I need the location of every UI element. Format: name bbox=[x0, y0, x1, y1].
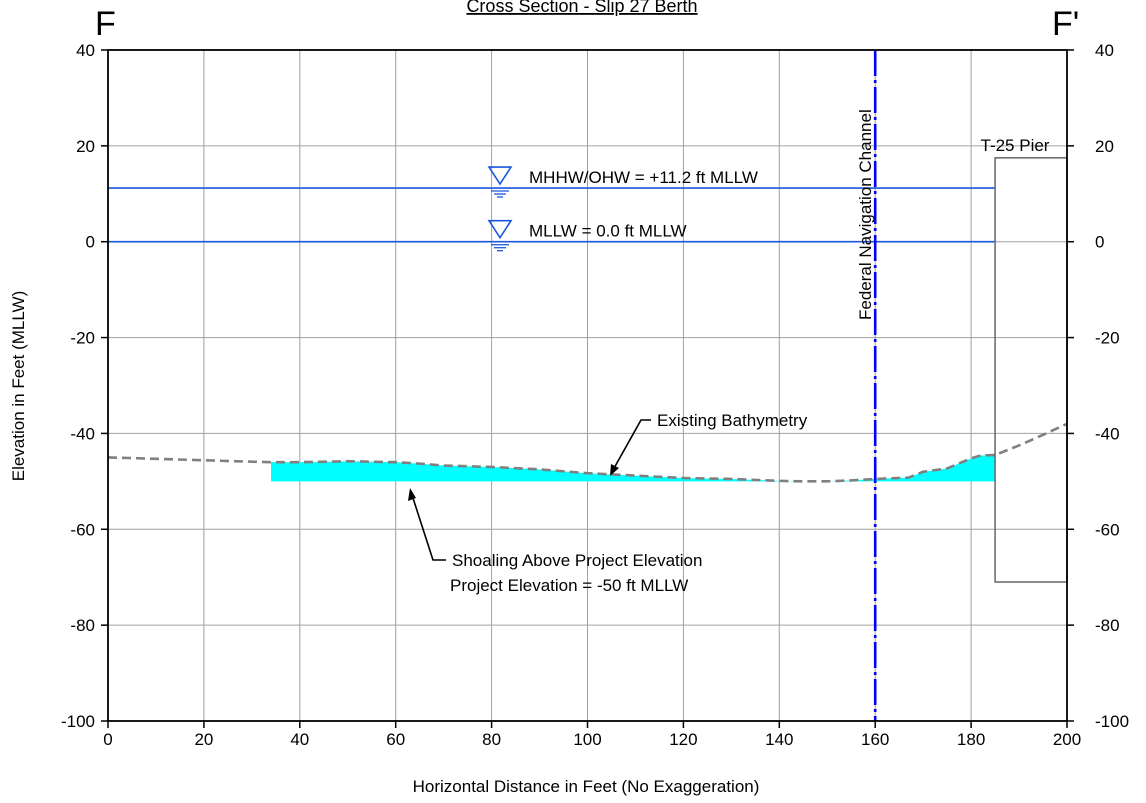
y-tick-label-left: 20 bbox=[76, 137, 95, 156]
x-tick-label: 140 bbox=[765, 730, 793, 749]
x-tick-label: 60 bbox=[386, 730, 405, 749]
y-tick-label-left: -80 bbox=[70, 616, 95, 635]
bathymetry-line bbox=[107, 422, 1068, 483]
y-tick-label-left: 40 bbox=[76, 41, 95, 60]
y-tick-label-left: -100 bbox=[61, 712, 95, 731]
navigation-channel-label: Federal Navigation Channel bbox=[856, 109, 875, 320]
bathymetry-arrowhead bbox=[610, 464, 619, 476]
section-end-label: F' bbox=[1052, 5, 1079, 43]
x-tick-label: 100 bbox=[573, 730, 601, 749]
x-tick-label: 40 bbox=[290, 730, 309, 749]
project-elevation-label: Project Elevation = -50 ft MLLW bbox=[450, 576, 688, 595]
water-levels: MHHW/OHW = +11.2 ft MLLW MLLW = 0.0 ft ML… bbox=[108, 166, 996, 252]
shoaling-arrowhead bbox=[408, 488, 416, 501]
pier-rect bbox=[994, 157, 1068, 583]
x-tick-label: 160 bbox=[861, 730, 889, 749]
shoaling-leader bbox=[411, 494, 446, 561]
x-axis-label: Horizontal Distance in Feet (No Exaggera… bbox=[413, 777, 760, 796]
x-tick-label: 180 bbox=[957, 730, 985, 749]
y-tick-label-left: 0 bbox=[86, 233, 95, 252]
annotations: Existing Bathymetry Shoaling Above Projec… bbox=[408, 411, 808, 595]
pier-label: T-25 Pier bbox=[981, 136, 1050, 155]
grid bbox=[107, 49, 1068, 722]
y-tick-label-right: 40 bbox=[1095, 41, 1114, 60]
y-tick-label-right: -60 bbox=[1095, 520, 1120, 539]
water-level-icon bbox=[487, 166, 513, 186]
chart-title: Cross Section - Slip 27 Berth bbox=[466, 0, 697, 16]
x-tick-label: 80 bbox=[482, 730, 501, 749]
y-tick-label-left: -60 bbox=[70, 520, 95, 539]
bathymetry-layer bbox=[107, 422, 1068, 483]
shoaling-area bbox=[271, 454, 996, 482]
pier-layer: T-25 Pier bbox=[981, 136, 1068, 583]
water-level-label: MHHW/OHW = +11.2 ft MLLW bbox=[529, 168, 758, 187]
navigation-channel-layer: Federal Navigation Channel bbox=[856, 50, 877, 721]
y-tick-label-left: -20 bbox=[70, 329, 95, 348]
y-tick-label-right: -20 bbox=[1095, 329, 1120, 348]
water-level-icon bbox=[487, 219, 513, 240]
y-tick-label-right: -80 bbox=[1095, 616, 1120, 635]
bathymetry-leader bbox=[612, 419, 651, 471]
x-tick-label: 0 bbox=[103, 730, 112, 749]
shoaling-label: Shoaling Above Project Elevation bbox=[452, 551, 702, 570]
bathymetry-label: Existing Bathymetry bbox=[657, 411, 808, 430]
x-tick-label: 20 bbox=[194, 730, 213, 749]
y-tick-label-right: -100 bbox=[1095, 712, 1129, 731]
tick-labels: 0 20 40 60 80 100 120 140 160 180 20040200-20-40-6… bbox=[61, 41, 1129, 749]
x-tick-label: 120 bbox=[669, 730, 697, 749]
y-tick-label-left: -40 bbox=[70, 424, 95, 443]
y-tick-label-right: 0 bbox=[1095, 233, 1104, 252]
section-start-label: F bbox=[95, 5, 116, 43]
y-tick-label-right: 20 bbox=[1095, 137, 1114, 156]
y-tick-label-right: -40 bbox=[1095, 424, 1120, 443]
x-tick-label: 200 bbox=[1053, 730, 1081, 749]
shoaling-layer bbox=[271, 454, 996, 482]
plot-frame bbox=[101, 49, 1074, 728]
y-axis-label: Elevation in Feet (MLLW) bbox=[9, 291, 28, 482]
water-level-label: MLLW = 0.0 ft MLLW bbox=[529, 222, 687, 241]
